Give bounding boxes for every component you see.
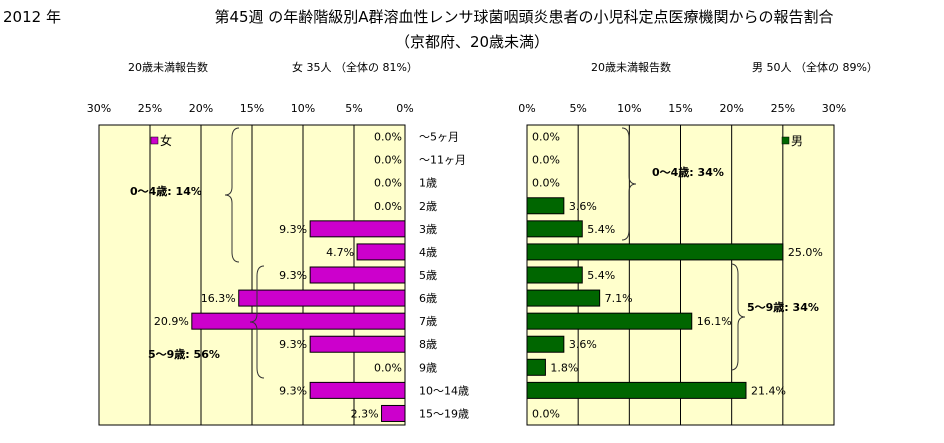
age-category-label: 3歳 bbox=[419, 223, 437, 236]
chart-title: 第45週 の年齢階級別A群溶血性レンサ球菌咽頭炎患者の小児科定点医療機関からの報… bbox=[214, 8, 833, 26]
female-data-label: 9.3% bbox=[279, 269, 307, 282]
male-data-label: 0.0% bbox=[532, 131, 560, 144]
male-tick-label: 15% bbox=[668, 102, 692, 115]
female-data-label: 9.3% bbox=[279, 338, 307, 351]
male-data-label: 0.0% bbox=[532, 407, 560, 420]
age-category-labels: ～5ヶ月 ～11ヶ月 1歳 2歳 3歳 4歳 5歳 6歳 7歳 8歳 9歳 10～14歳 15～19歳 bbox=[419, 131, 469, 421]
male-tick-label: 5% bbox=[569, 102, 586, 115]
age-category-label: ～11ヶ月 bbox=[419, 154, 466, 167]
male-bar bbox=[526, 243, 784, 261]
male-data-label: 16.1% bbox=[697, 315, 732, 328]
female-bar bbox=[309, 335, 406, 353]
male-legend-label: 男 bbox=[791, 134, 803, 148]
female-annotation-0-4: 0～4歳: 14% bbox=[130, 184, 202, 198]
male-data-label: 3.6% bbox=[569, 338, 597, 351]
female-data-label: 0.0% bbox=[374, 131, 402, 144]
male-bar bbox=[526, 312, 693, 330]
female-data-label: 2.3% bbox=[351, 407, 379, 420]
female-tick-label: 10% bbox=[291, 102, 315, 115]
male-tick-label: 0% bbox=[518, 102, 535, 115]
female-legend-swatch bbox=[150, 136, 159, 145]
female-total-label: 女 35人 （全体の 81%） bbox=[292, 60, 418, 74]
male-bar bbox=[526, 266, 583, 284]
female-tick-label: 0% bbox=[396, 102, 413, 115]
female-bar bbox=[309, 381, 406, 399]
female-data-label: 0.0% bbox=[374, 361, 402, 374]
female-tick-label: 25% bbox=[138, 102, 162, 115]
female-tick-label: 30% bbox=[87, 102, 111, 115]
male-tick-label: 20% bbox=[719, 102, 743, 115]
female-bar bbox=[356, 243, 406, 261]
female-data-label: 20.9% bbox=[154, 315, 189, 328]
male-tick-label: 25% bbox=[771, 102, 795, 115]
female-annotation-5-9: 5～9歳: 56% bbox=[148, 347, 220, 361]
female-data-label: 0.0% bbox=[374, 177, 402, 190]
female-data-label: 16.3% bbox=[201, 292, 236, 305]
female-data-label: 4.7% bbox=[326, 246, 354, 259]
age-category-label: ～5ヶ月 bbox=[419, 131, 459, 144]
male-data-label: 25.0% bbox=[788, 246, 823, 259]
male-bar bbox=[526, 289, 601, 307]
female-data-label: 0.0% bbox=[374, 154, 402, 167]
age-category-label: 8歳 bbox=[419, 338, 437, 351]
female-bar bbox=[381, 404, 406, 422]
male-annotation-5-9: 5～9歳: 34% bbox=[747, 300, 819, 314]
female-brace-5-9 bbox=[249, 265, 265, 379]
female-legend-label: 女 bbox=[160, 133, 172, 148]
male-bar bbox=[526, 358, 546, 376]
male-data-label: 3.6% bbox=[569, 200, 597, 213]
female-tick-label: 5% bbox=[345, 102, 362, 115]
male-legend-swatch bbox=[781, 136, 790, 145]
male-report-label: 20歳未満報告数 bbox=[591, 61, 671, 74]
male-brace-5-9 bbox=[730, 263, 746, 371]
female-bar bbox=[191, 312, 406, 330]
age-category-label: 10～14歳 bbox=[419, 384, 469, 397]
age-category-label: 7歳 bbox=[419, 315, 437, 328]
male-bar bbox=[526, 220, 583, 238]
female-bar bbox=[309, 266, 406, 284]
female-tick-label: 15% bbox=[240, 102, 264, 115]
male-data-label: 5.4% bbox=[587, 223, 615, 236]
male-tick-label: 10% bbox=[617, 102, 641, 115]
age-category-label: 4歳 bbox=[419, 246, 437, 259]
male-data-label: 21.4% bbox=[751, 384, 786, 397]
female-brace-0-4 bbox=[224, 127, 240, 263]
age-category-label: 9歳 bbox=[419, 361, 437, 374]
female-tick-label: 20% bbox=[189, 102, 213, 115]
female-data-label: 9.3% bbox=[279, 223, 307, 236]
male-data-label: 1.8% bbox=[550, 361, 578, 374]
age-category-label: 1歳 bbox=[419, 177, 437, 190]
year-label: 2012 年 bbox=[3, 8, 61, 26]
male-annotation-0-4: 0～4歳: 34% bbox=[652, 165, 724, 179]
female-report-label: 20歳未満報告数 bbox=[128, 61, 208, 74]
age-category-label: 2歳 bbox=[419, 200, 437, 213]
male-panel: 0% 5% 10% 15% 20% 25% 30% 0.0% 0.0% 0.0% 3.6% 5.4% 2… bbox=[518, 102, 846, 426]
male-data-label: 0.0% bbox=[532, 177, 560, 190]
female-bar bbox=[309, 220, 406, 238]
male-data-label: 0.0% bbox=[532, 154, 560, 167]
age-category-label: 15～19歳 bbox=[419, 407, 469, 420]
female-bar bbox=[238, 289, 406, 307]
female-panel: 30% 25% 20% 15% 10% 5% 0% 0.0% 0.0% 0.0% 0.0% 9.3% 4… bbox=[87, 102, 414, 426]
male-bar bbox=[526, 381, 747, 399]
male-total-label: 男 50人 （全体の 89%） bbox=[752, 60, 878, 74]
male-bar bbox=[526, 197, 565, 215]
male-tick-label: 30% bbox=[822, 102, 846, 115]
age-category-label: 5歳 bbox=[419, 269, 437, 282]
male-data-label: 7.1% bbox=[605, 292, 633, 305]
female-data-label: 9.3% bbox=[279, 384, 307, 397]
male-bar bbox=[526, 335, 565, 353]
male-brace-0-4 bbox=[621, 127, 637, 241]
chart-subtitle: （京都府、20歳未満） bbox=[395, 33, 549, 51]
age-category-label: 6歳 bbox=[419, 292, 437, 305]
male-data-label: 5.4% bbox=[587, 269, 615, 282]
female-data-label: 0.0% bbox=[374, 200, 402, 213]
